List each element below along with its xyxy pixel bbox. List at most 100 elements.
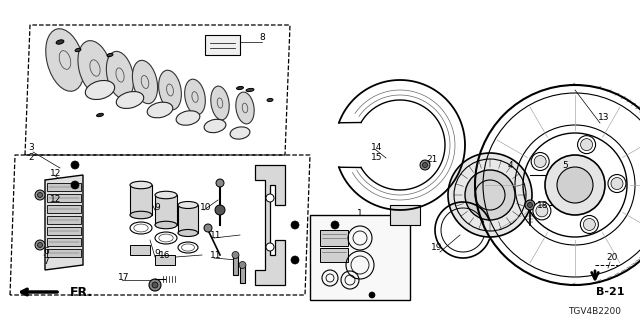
Circle shape <box>525 200 535 210</box>
Ellipse shape <box>97 113 104 117</box>
Circle shape <box>608 174 626 193</box>
Polygon shape <box>45 175 83 270</box>
Circle shape <box>584 219 595 230</box>
Circle shape <box>239 261 246 268</box>
Circle shape <box>531 153 549 171</box>
Ellipse shape <box>185 79 205 115</box>
Text: 15: 15 <box>371 154 383 163</box>
Ellipse shape <box>155 191 177 199</box>
Text: 8: 8 <box>259 33 265 42</box>
Circle shape <box>149 279 161 291</box>
Text: B-21: B-21 <box>596 287 624 297</box>
Text: 9: 9 <box>154 203 160 212</box>
Text: 13: 13 <box>598 114 610 123</box>
Bar <box>47 205 81 213</box>
Ellipse shape <box>236 92 254 124</box>
Ellipse shape <box>204 119 226 133</box>
Circle shape <box>71 161 79 169</box>
Ellipse shape <box>178 229 198 236</box>
Circle shape <box>232 252 239 259</box>
Ellipse shape <box>155 221 177 229</box>
Ellipse shape <box>45 29 84 91</box>
Circle shape <box>545 155 605 215</box>
Circle shape <box>465 170 515 220</box>
Ellipse shape <box>116 92 144 108</box>
Bar <box>178 205 198 233</box>
Bar <box>320 230 348 246</box>
Circle shape <box>534 156 546 167</box>
Text: 9: 9 <box>154 249 160 258</box>
Text: 19: 19 <box>431 244 443 252</box>
Text: 11: 11 <box>211 230 221 239</box>
Circle shape <box>536 205 548 217</box>
Circle shape <box>266 243 274 251</box>
Text: 6: 6 <box>43 247 49 257</box>
Ellipse shape <box>75 48 81 52</box>
Circle shape <box>422 163 428 167</box>
Ellipse shape <box>106 52 134 99</box>
Bar <box>47 183 81 191</box>
Ellipse shape <box>78 41 112 95</box>
Circle shape <box>291 256 299 264</box>
Circle shape <box>533 202 551 220</box>
Ellipse shape <box>267 99 273 101</box>
Ellipse shape <box>178 202 198 209</box>
Bar <box>310 215 410 300</box>
Ellipse shape <box>130 211 152 219</box>
Text: 18: 18 <box>537 201 548 210</box>
Circle shape <box>35 190 45 200</box>
Bar <box>47 238 81 246</box>
Ellipse shape <box>132 60 157 104</box>
Text: 20: 20 <box>606 253 618 262</box>
Circle shape <box>448 153 532 237</box>
Circle shape <box>420 160 430 170</box>
Circle shape <box>71 181 79 189</box>
Ellipse shape <box>130 181 152 189</box>
Ellipse shape <box>211 86 229 120</box>
Circle shape <box>35 240 45 250</box>
Circle shape <box>580 215 598 234</box>
Circle shape <box>331 221 339 229</box>
Text: FR.: FR. <box>70 285 93 299</box>
Ellipse shape <box>230 127 250 139</box>
Bar <box>47 194 81 202</box>
Ellipse shape <box>159 70 181 110</box>
Bar <box>233 255 238 275</box>
Circle shape <box>527 203 532 207</box>
Circle shape <box>369 292 375 298</box>
Bar <box>47 227 81 235</box>
Ellipse shape <box>56 40 64 44</box>
Text: 4: 4 <box>507 161 513 170</box>
Text: 16: 16 <box>159 251 171 260</box>
Bar <box>320 248 348 262</box>
Bar <box>155 255 175 265</box>
Ellipse shape <box>85 80 115 100</box>
Circle shape <box>38 193 42 197</box>
Bar <box>47 249 81 257</box>
Text: 3: 3 <box>28 143 34 153</box>
Circle shape <box>611 178 623 189</box>
Ellipse shape <box>147 102 173 118</box>
Ellipse shape <box>176 111 200 125</box>
Text: 10: 10 <box>200 203 212 212</box>
Circle shape <box>38 243 42 247</box>
Circle shape <box>577 136 596 154</box>
Circle shape <box>291 221 299 229</box>
Text: 12: 12 <box>51 169 61 178</box>
Polygon shape <box>255 165 285 285</box>
Circle shape <box>580 139 593 151</box>
Bar <box>155 195 177 225</box>
Circle shape <box>557 167 593 203</box>
Text: 12: 12 <box>51 196 61 204</box>
Circle shape <box>204 224 212 232</box>
Text: 17: 17 <box>118 274 130 283</box>
Circle shape <box>152 282 158 288</box>
Text: TGV4B2200: TGV4B2200 <box>568 308 621 316</box>
Text: 2: 2 <box>28 154 34 163</box>
Bar <box>240 265 245 283</box>
Polygon shape <box>390 205 420 225</box>
Ellipse shape <box>246 88 254 92</box>
Text: 1: 1 <box>357 209 363 218</box>
Bar <box>205 35 240 55</box>
Text: 21: 21 <box>426 156 438 164</box>
